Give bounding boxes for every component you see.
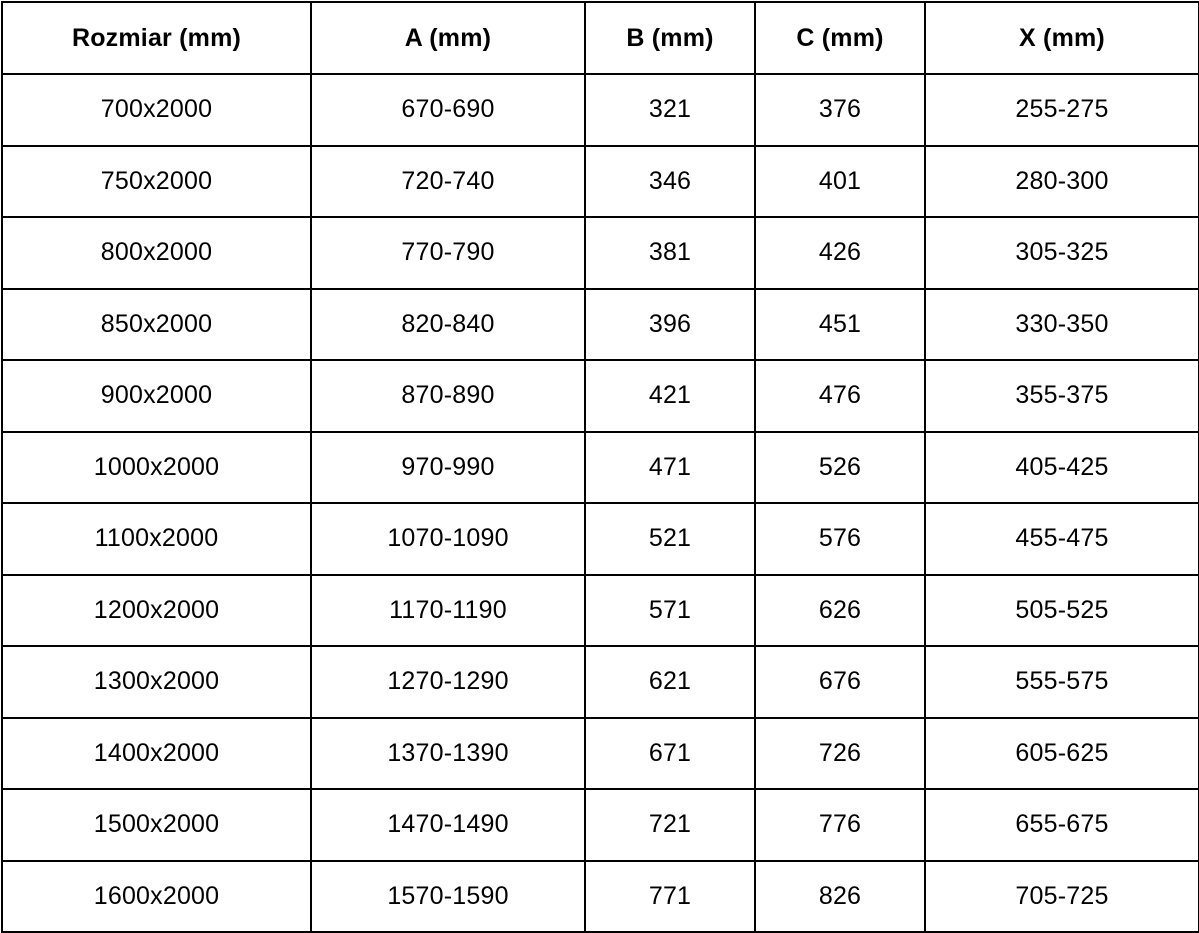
cell-size: 1400x2000 xyxy=(1,716,312,790)
table-row: 900x2000 870-890 421 476 355-375 xyxy=(1,359,1199,433)
table-row: 1300x2000 1270-1290 621 676 555-575 xyxy=(1,645,1199,719)
cell-x: 305-325 xyxy=(924,216,1199,290)
cell-size: 750x2000 xyxy=(1,144,312,218)
cell-x: 405-425 xyxy=(924,430,1199,504)
column-header-x: X (mm) xyxy=(924,1,1199,75)
cell-c: 451 xyxy=(754,287,926,361)
column-header-b: B (mm) xyxy=(584,1,756,75)
cell-a: 1070-1090 xyxy=(310,502,586,576)
cell-x: 355-375 xyxy=(924,359,1199,433)
cell-x: 255-275 xyxy=(924,73,1199,147)
cell-size: 1000x2000 xyxy=(1,430,312,504)
cell-b: 346 xyxy=(584,144,756,218)
cell-b: 321 xyxy=(584,73,756,147)
cell-b: 671 xyxy=(584,716,756,790)
cell-x: 655-675 xyxy=(924,788,1199,862)
cell-a: 720-740 xyxy=(310,144,586,218)
table-header-row: Rozmiar (mm) A (mm) B (mm) C (mm) X (mm) xyxy=(1,1,1199,75)
cell-b: 621 xyxy=(584,645,756,719)
cell-x: 555-575 xyxy=(924,645,1199,719)
cell-size: 1300x2000 xyxy=(1,645,312,719)
cell-x: 505-525 xyxy=(924,573,1199,647)
table-row: 800x2000 770-790 381 426 305-325 xyxy=(1,216,1199,290)
table-row: 1400x2000 1370-1390 671 726 605-625 xyxy=(1,716,1199,790)
column-header-size: Rozmiar (mm) xyxy=(1,1,312,75)
table-row: 700x2000 670-690 321 376 255-275 xyxy=(1,73,1199,147)
cell-c: 826 xyxy=(754,859,926,933)
cell-b: 521 xyxy=(584,502,756,576)
cell-size: 1200x2000 xyxy=(1,573,312,647)
cell-size: 1100x2000 xyxy=(1,502,312,576)
cell-b: 721 xyxy=(584,788,756,862)
cell-size: 850x2000 xyxy=(1,287,312,361)
cell-a: 970-990 xyxy=(310,430,586,504)
column-header-a: A (mm) xyxy=(310,1,586,75)
cell-c: 776 xyxy=(754,788,926,862)
cell-size: 1600x2000 xyxy=(1,859,312,933)
cell-x: 705-725 xyxy=(924,859,1199,933)
table-row: 1600x2000 1570-1590 771 826 705-725 xyxy=(1,859,1199,933)
cell-c: 626 xyxy=(754,573,926,647)
table-header: Rozmiar (mm) A (mm) B (mm) C (mm) X (mm) xyxy=(1,1,1199,75)
cell-c: 426 xyxy=(754,216,926,290)
cell-a: 670-690 xyxy=(310,73,586,147)
table-body: 700x2000 670-690 321 376 255-275 750x2000 720-… xyxy=(1,73,1199,933)
cell-c: 576 xyxy=(754,502,926,576)
table-row: 1000x2000 970-990 471 526 405-425 xyxy=(1,430,1199,504)
cell-c: 726 xyxy=(754,716,926,790)
cell-b: 421 xyxy=(584,359,756,433)
table-row: 1100x2000 1070-1090 521 576 455-475 xyxy=(1,502,1199,576)
cell-size: 1500x2000 xyxy=(1,788,312,862)
table-row: 1500x2000 1470-1490 721 776 655-675 xyxy=(1,788,1199,862)
cell-a: 1170-1190 xyxy=(310,573,586,647)
cell-size: 700x2000 xyxy=(1,73,312,147)
cell-a: 820-840 xyxy=(310,287,586,361)
column-header-c: C (mm) xyxy=(754,1,926,75)
cell-b: 571 xyxy=(584,573,756,647)
cell-b: 471 xyxy=(584,430,756,504)
cell-a: 1370-1390 xyxy=(310,716,586,790)
cell-c: 676 xyxy=(754,645,926,719)
cell-x: 330-350 xyxy=(924,287,1199,361)
cell-a: 870-890 xyxy=(310,359,586,433)
cell-a: 1570-1590 xyxy=(310,859,586,933)
cell-x: 455-475 xyxy=(924,502,1199,576)
cell-c: 526 xyxy=(754,430,926,504)
cell-size: 800x2000 xyxy=(1,216,312,290)
cell-b: 771 xyxy=(584,859,756,933)
cell-c: 476 xyxy=(754,359,926,433)
table-row: 850x2000 820-840 396 451 330-350 xyxy=(1,287,1199,361)
cell-size: 900x2000 xyxy=(1,359,312,433)
table-row: 750x2000 720-740 346 401 280-300 xyxy=(1,144,1199,218)
table-row: 1200x2000 1170-1190 571 626 505-525 xyxy=(1,573,1199,647)
cell-a: 1270-1290 xyxy=(310,645,586,719)
cell-b: 396 xyxy=(584,287,756,361)
cell-c: 401 xyxy=(754,144,926,218)
cell-c: 376 xyxy=(754,73,926,147)
cell-a: 770-790 xyxy=(310,216,586,290)
cell-x: 280-300 xyxy=(924,144,1199,218)
cell-x: 605-625 xyxy=(924,716,1199,790)
cell-b: 381 xyxy=(584,216,756,290)
cell-a: 1470-1490 xyxy=(310,788,586,862)
